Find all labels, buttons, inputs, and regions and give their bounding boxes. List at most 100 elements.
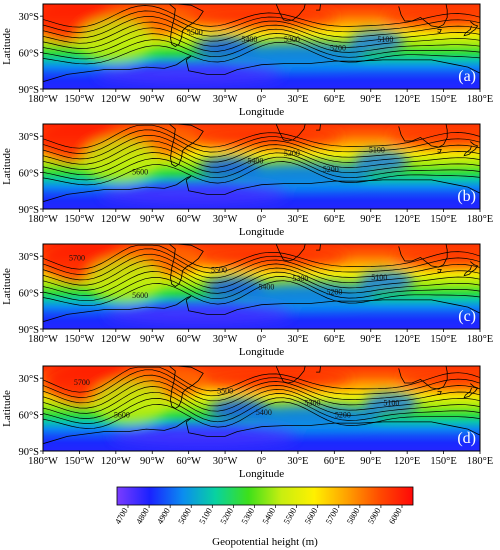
contour-line xyxy=(43,265,480,291)
coastline-southAmerica xyxy=(162,124,204,167)
contour-label: 5400 xyxy=(241,35,257,44)
contour-line xyxy=(43,280,480,307)
xtick-label: 0° xyxy=(257,456,266,467)
xtick-label: 180°W xyxy=(28,214,58,225)
colorbar-tick-label: 4700 xyxy=(113,506,130,526)
contour-line xyxy=(43,41,480,65)
xtick-label: 60°W xyxy=(176,94,201,105)
coastline-newZealand xyxy=(463,383,479,399)
contour-lines xyxy=(43,5,480,65)
colorbar-tick-label: 5200 xyxy=(218,506,235,526)
ytick-label: 60°S xyxy=(18,169,39,180)
xtick-label: 180°W xyxy=(28,334,58,345)
colorbar-tick-label: 5600 xyxy=(302,506,319,526)
coastline-newZealand xyxy=(463,261,479,277)
xtick-label: 120°W xyxy=(101,214,131,225)
coastline-antarctica xyxy=(43,417,480,445)
contour-label: 5200 xyxy=(323,165,339,174)
xtick-label: 150°W xyxy=(64,214,94,225)
xtick-label: 30°W xyxy=(213,334,238,345)
ytick-label: 90°S xyxy=(18,325,39,336)
contour-label: 5500 xyxy=(187,28,203,37)
contour-line xyxy=(43,33,480,55)
yaxis-title: Latitude xyxy=(1,148,13,185)
field-anomaly xyxy=(199,368,353,388)
field-anomaly xyxy=(88,258,163,303)
colorbar-tick-label: 5800 xyxy=(344,506,361,526)
contour-label: 5200 xyxy=(326,287,342,296)
xtick-label: 60°E xyxy=(324,456,345,467)
coastline-antarctica xyxy=(43,295,480,323)
contour-line xyxy=(43,276,480,302)
contour-label: 5100 xyxy=(369,146,385,155)
coastline-australia xyxy=(398,244,448,268)
field-anomaly xyxy=(185,6,338,26)
xtick-label: 120°W xyxy=(101,456,131,467)
coastline-tasmania xyxy=(437,29,442,33)
contour-line xyxy=(43,244,480,270)
contour-label: 5200 xyxy=(330,44,346,53)
coastlines xyxy=(43,244,480,323)
contour-line xyxy=(43,366,480,393)
xtick-label: 120°E xyxy=(394,456,420,467)
colorbar-tick-label: 4800 xyxy=(134,506,151,526)
contour-line xyxy=(43,369,480,398)
contour-line xyxy=(43,401,480,429)
xtick-label: 150°W xyxy=(64,456,94,467)
coastline-tasmania xyxy=(437,269,442,273)
xtick-label: 90°W xyxy=(140,214,165,225)
field-anomaly xyxy=(100,183,287,206)
colorbar-tick-label: 5300 xyxy=(239,506,256,526)
xtick-label: 30°W xyxy=(213,456,238,467)
ytick-label: 60°S xyxy=(18,49,39,60)
field-anomaly xyxy=(104,303,292,326)
colorbar-ramp xyxy=(116,486,414,506)
xtick-label: 90°E xyxy=(360,214,381,225)
xtick-label: 30°W xyxy=(213,94,238,105)
contour-line xyxy=(43,10,480,33)
colorbar-tick-label: 5900 xyxy=(365,506,382,526)
contour-label: 5100 xyxy=(371,273,387,282)
field-anomaly xyxy=(78,18,154,63)
colorbar-tick-label: 5400 xyxy=(260,506,277,526)
contour-label: 5200 xyxy=(335,411,351,420)
coastline-africa xyxy=(275,4,306,22)
xtick-label: 0° xyxy=(257,334,266,345)
coastline-madagascar xyxy=(314,4,321,11)
contour-line xyxy=(43,386,480,414)
yaxis-title: Latitude xyxy=(1,28,13,65)
xtick-label: 90°E xyxy=(360,334,381,345)
colorbar-tick-label: 5100 xyxy=(197,506,214,526)
coastline-australia xyxy=(398,4,448,28)
panel-letter: (c) xyxy=(458,308,476,325)
panel-letter: (a) xyxy=(458,68,476,85)
xtick-label: 150°E xyxy=(430,214,456,225)
colorbar-title: Geopotential height (m) xyxy=(212,536,318,548)
coastline-newZealand xyxy=(463,141,479,157)
contour-line xyxy=(43,374,480,404)
xtick-label: 150°W xyxy=(64,334,94,345)
contour-label: 5500 xyxy=(217,386,233,395)
xtick-label: 150°E xyxy=(430,334,456,345)
xaxis-title: Longitude xyxy=(239,106,284,118)
contour-label: 5400 xyxy=(247,156,263,165)
contour-label: 5600 xyxy=(114,411,130,420)
coastlines xyxy=(43,4,480,83)
ytick-label: 30°S xyxy=(18,252,39,263)
xtick-label: 0° xyxy=(257,214,266,225)
xtick-label: 180°E xyxy=(467,456,493,467)
contour-line xyxy=(43,259,480,286)
contour-label: 5300 xyxy=(292,274,308,283)
ytick-label: 30°S xyxy=(18,132,39,143)
xtick-label: 60°W xyxy=(176,214,201,225)
field-anomaly xyxy=(95,63,283,86)
contour-line xyxy=(43,124,480,149)
contour-label: 5300 xyxy=(304,398,320,407)
xtick-label: 0° xyxy=(257,94,266,105)
xtick-label: 30°W xyxy=(213,214,238,225)
xtick-label: 150°W xyxy=(64,94,94,105)
ytick-label: 30°S xyxy=(18,12,39,23)
xtick-label: 90°E xyxy=(360,94,381,105)
contour-label: 5100 xyxy=(377,35,393,44)
